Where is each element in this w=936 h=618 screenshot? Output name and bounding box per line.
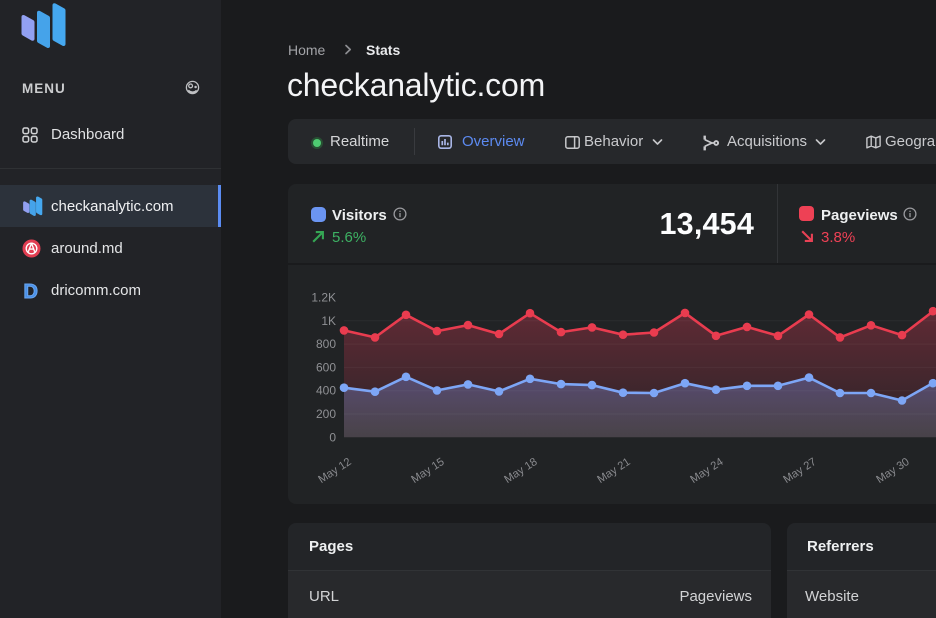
- svg-text:May 15: May 15: [409, 456, 446, 486]
- svg-text:May 30: May 30: [874, 456, 911, 486]
- svg-text:D: D: [24, 281, 38, 300]
- svg-text:May 21: May 21: [595, 456, 632, 486]
- svg-text:200: 200: [316, 407, 336, 421]
- svg-text:800: 800: [316, 337, 336, 351]
- svg-text:400: 400: [316, 384, 336, 398]
- svg-text:May 12: May 12: [316, 456, 353, 486]
- svg-text:May 18: May 18: [502, 456, 539, 486]
- svg-text:1K: 1K: [321, 314, 336, 328]
- svg-text:0: 0: [329, 430, 336, 444]
- svg-text:May 27: May 27: [781, 456, 818, 486]
- svg-text:May 24: May 24: [688, 456, 725, 486]
- svg-text:1.2K: 1.2K: [311, 291, 336, 305]
- svg-text:600: 600: [316, 360, 336, 374]
